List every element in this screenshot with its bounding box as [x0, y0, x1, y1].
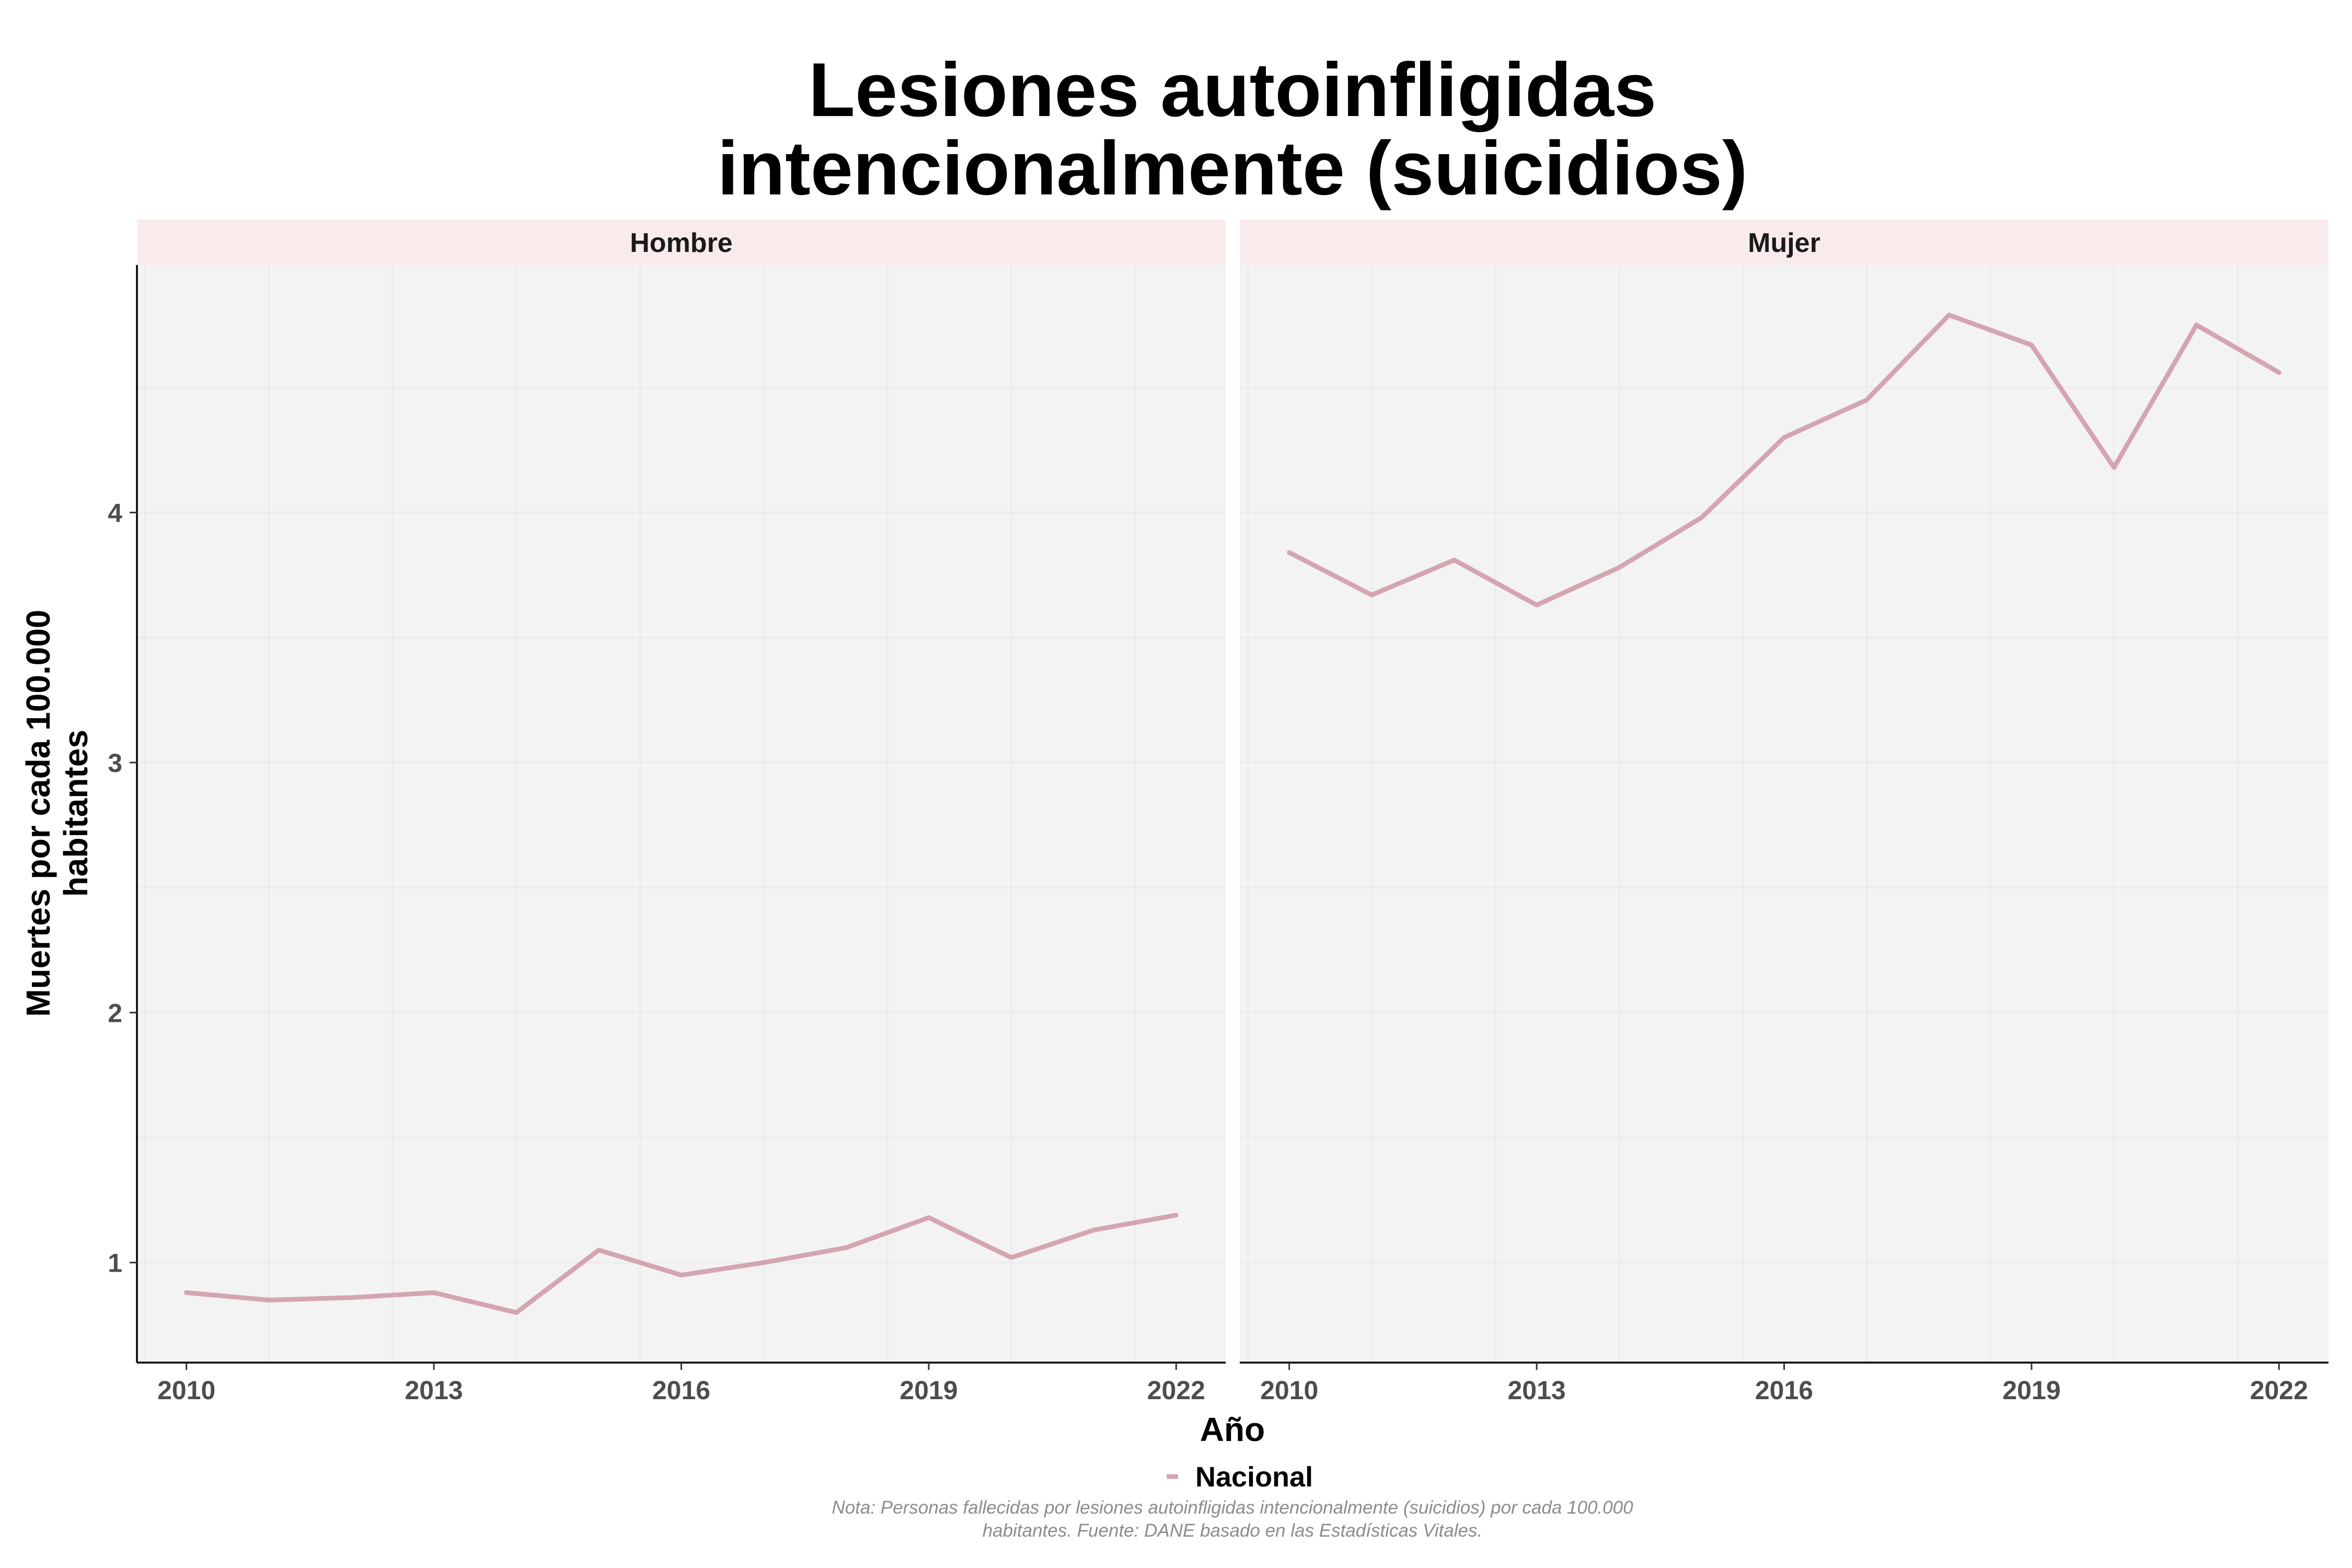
x-tick-label: 2013 — [1507, 1376, 1565, 1405]
x-tick-label: 2010 — [1260, 1376, 1318, 1405]
note-line-2: habitantes. Fuente: DANE basado en las E… — [983, 1520, 1483, 1541]
x-tick-label: 2013 — [405, 1376, 463, 1405]
y-tick-label: 3 — [108, 748, 122, 778]
data-point-hombre-2012 — [349, 1295, 354, 1300]
data-point-mujer-2019 — [2029, 342, 2034, 348]
data-point-hombre-2014 — [514, 1310, 519, 1315]
data-point-mujer-2022 — [2276, 370, 2281, 375]
data-point-mujer-2010 — [1287, 550, 1292, 555]
x-tick-label: 2010 — [157, 1376, 215, 1405]
x-tick-label: 2016 — [652, 1376, 710, 1405]
data-point-hombre-2016 — [679, 1273, 684, 1278]
data-point-hombre-2015 — [596, 1248, 602, 1253]
data-point-hombre-2021 — [1091, 1227, 1097, 1232]
strip-mujer — [1240, 220, 2328, 265]
data-point-mujer-2013 — [1534, 603, 1539, 608]
data-point-mujer-2014 — [1617, 565, 1622, 570]
data-point-mujer-2016 — [1782, 435, 1786, 440]
panel-background-mujer — [1240, 265, 2328, 1363]
legend: Nacional — [1167, 1461, 1313, 1493]
x-tick-label: 2016 — [1755, 1376, 1813, 1405]
data-point-hombre-2019 — [926, 1215, 931, 1220]
data-point-mujer-2017 — [1864, 397, 1869, 402]
data-point-mujer-2015 — [1699, 515, 1704, 520]
x-tick-label: 2019 — [2002, 1376, 2060, 1405]
data-point-hombre-2020 — [1009, 1255, 1014, 1260]
legend-label-nacional: Nacional — [1195, 1461, 1313, 1493]
note-line-1: Nota: Personas fallecidas por lesiones a… — [832, 1497, 1633, 1518]
strip-label-mujer: Mujer — [1748, 228, 1820, 258]
panel-background-hombre — [137, 265, 1226, 1363]
y-tick-label: 4 — [108, 499, 122, 528]
data-point-mujer-2011 — [1369, 592, 1374, 597]
strip-hombre — [137, 220, 1226, 265]
panel-mujer: Mujer 2010 2013 2016 2019 2022 — [1240, 220, 2328, 1405]
chart-title-line-2: intencionalmente (suicidios) — [717, 125, 1747, 211]
chart-title-line-1: Lesiones autoinfligidas — [809, 47, 1656, 132]
y-tick-label: 2 — [108, 998, 122, 1028]
x-tick-label: 2022 — [2250, 1376, 2308, 1405]
data-point-mujer-2012 — [1451, 557, 1457, 562]
y-axis-title-line-2: habitantes — [57, 730, 95, 897]
x-axis-title: Año — [1200, 1411, 1265, 1448]
data-point-hombre-2010 — [184, 1290, 189, 1295]
data-point-hombre-2017 — [761, 1260, 766, 1265]
x-tick-label: 2019 — [900, 1376, 958, 1405]
data-point-hombre-2011 — [266, 1297, 271, 1302]
strip-label-hombre: Hombre — [630, 228, 732, 258]
data-point-hombre-2013 — [431, 1290, 436, 1295]
data-point-mujer-2021 — [2194, 322, 2199, 328]
data-point-mujer-2018 — [1946, 313, 1952, 318]
panel-hombre: Hombre 1 2 3 4 2010 2013 2016 2019 2022 — [108, 220, 1226, 1405]
y-axis-title-line-1: Muertes por cada 100.000 — [19, 609, 57, 1017]
data-point-hombre-2018 — [844, 1245, 849, 1250]
data-point-mujer-2020 — [2112, 465, 2117, 470]
y-tick-label: 1 — [108, 1249, 122, 1278]
data-point-hombre-2022 — [1173, 1213, 1179, 1218]
x-tick-label: 2022 — [1147, 1376, 1205, 1405]
